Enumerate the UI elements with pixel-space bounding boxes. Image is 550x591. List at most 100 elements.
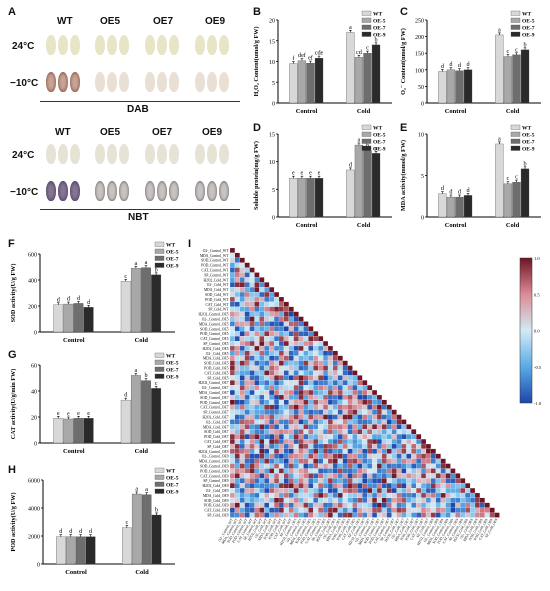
heatmap-cell bbox=[244, 282, 250, 288]
heatmap-cell bbox=[435, 453, 441, 459]
legend-label: WT bbox=[373, 126, 383, 132]
heatmap-cell bbox=[327, 380, 333, 386]
heatmap-cell bbox=[244, 468, 250, 474]
heatmap-cell bbox=[425, 453, 431, 459]
heatmap-cell bbox=[269, 453, 275, 459]
heatmap-cell bbox=[278, 453, 284, 459]
heatmap-cell bbox=[278, 512, 284, 518]
heatmap-cell bbox=[288, 399, 294, 405]
leaf-image bbox=[70, 35, 80, 55]
heatmap-cell bbox=[386, 414, 392, 420]
heatmap-cell bbox=[229, 380, 235, 386]
heatmap-cell bbox=[283, 502, 289, 508]
heatmap-cell bbox=[239, 331, 245, 337]
heatmap-cell bbox=[254, 360, 260, 366]
heatmap-cell bbox=[391, 488, 397, 494]
heatmap-cell bbox=[376, 434, 382, 440]
heatmap-cell bbox=[342, 448, 348, 454]
heatmap-cell bbox=[234, 296, 240, 302]
heatmap-row-label: O2-_Control_OE9 bbox=[202, 455, 229, 459]
heatmap-cell bbox=[274, 443, 280, 449]
heatmap-cell bbox=[274, 345, 280, 351]
heatmap-cell bbox=[386, 512, 392, 518]
heatmap-cell bbox=[362, 497, 368, 503]
heatmap-row-label: SP_Control_OE9 bbox=[203, 479, 228, 483]
heatmap-cell bbox=[337, 399, 343, 405]
heatmap-cell bbox=[411, 468, 417, 474]
heatmap-cell bbox=[313, 419, 319, 425]
heatmap-cell bbox=[234, 434, 240, 440]
heatmap-cell bbox=[229, 292, 235, 298]
heatmap-row-label: POD_Cold_OE9 bbox=[204, 504, 229, 508]
heatmap-cell bbox=[254, 429, 260, 435]
heatmap-cell bbox=[376, 399, 382, 405]
heatmap-cell bbox=[234, 336, 240, 342]
heatmap-cell bbox=[283, 439, 289, 445]
heatmap-cell bbox=[234, 502, 240, 508]
heatmap-cell bbox=[411, 439, 417, 445]
heatmap-cell bbox=[254, 292, 260, 298]
heatmap-cell bbox=[372, 483, 378, 489]
heatmap-cell bbox=[313, 390, 319, 396]
heatmap-cell bbox=[229, 341, 235, 347]
heatmap-cell bbox=[249, 404, 255, 410]
heatmap-cell bbox=[411, 497, 417, 503]
heatmap-cell bbox=[425, 468, 431, 474]
heatmap-cell bbox=[254, 336, 260, 342]
heatmap-cell bbox=[450, 492, 456, 498]
heatmap-cell bbox=[411, 434, 417, 440]
heatmap-cell bbox=[229, 424, 235, 430]
heatmap-cell bbox=[357, 424, 363, 430]
heatmap-cell bbox=[372, 453, 378, 459]
heatmap-cell bbox=[342, 385, 348, 391]
heatmap-cell bbox=[278, 301, 284, 307]
genotype-label-wt-dab: WT bbox=[57, 16, 73, 27]
heatmap-cell bbox=[288, 497, 294, 503]
heatmap-cell bbox=[416, 473, 422, 479]
heatmap-cell bbox=[337, 497, 343, 503]
heatmap-cell bbox=[303, 439, 309, 445]
heatmap-cell bbox=[244, 365, 250, 371]
heatmap-cell bbox=[381, 468, 387, 474]
heatmap-row-label: H2O2_Control_OE9 bbox=[199, 450, 229, 454]
heatmap-cell bbox=[293, 443, 299, 449]
heatmap-cell bbox=[298, 483, 304, 489]
heatmap-cell bbox=[470, 488, 476, 494]
heatmap-cell bbox=[372, 497, 378, 503]
heatmap-cell bbox=[362, 385, 368, 391]
heatmap-cell bbox=[342, 424, 348, 430]
heatmap-cell bbox=[249, 468, 255, 474]
significance-letter: d bbox=[458, 189, 462, 196]
heatmap-cell bbox=[445, 473, 451, 479]
heatmap-cell bbox=[283, 316, 289, 322]
heatmap-cell bbox=[244, 306, 250, 312]
heatmap-cell bbox=[332, 394, 338, 400]
heatmap-cell bbox=[244, 429, 250, 435]
heatmap-cell bbox=[337, 429, 343, 435]
heatmap-cell bbox=[259, 390, 265, 396]
heatmap-cell bbox=[234, 443, 240, 449]
heatmap-cell bbox=[381, 399, 387, 405]
heatmap-cell bbox=[244, 463, 250, 469]
heatmap-cell bbox=[274, 321, 280, 327]
heatmap-cell bbox=[239, 439, 245, 445]
heatmap-cell bbox=[244, 262, 250, 268]
heatmap-cell bbox=[229, 458, 235, 464]
heatmap-cell bbox=[327, 414, 333, 420]
heatmap-cell bbox=[278, 434, 284, 440]
heatmap-cell bbox=[308, 497, 314, 503]
heatmap-cell bbox=[318, 429, 324, 435]
heatmap-cell bbox=[239, 434, 245, 440]
heatmap-cell bbox=[367, 394, 373, 400]
heatmap-cell bbox=[367, 492, 373, 498]
y-axis-label: SOD activity(U/g FW) bbox=[10, 264, 17, 323]
leaf-image bbox=[95, 181, 105, 201]
y-tick-label: 10 bbox=[269, 160, 275, 166]
bar bbox=[141, 267, 151, 333]
significance-letter: d bbox=[57, 296, 61, 303]
heatmap-cell bbox=[234, 478, 240, 484]
heatmap-cell bbox=[308, 365, 314, 371]
heatmap-cell bbox=[323, 345, 329, 351]
heatmap-cell bbox=[269, 434, 275, 440]
heatmap-cell bbox=[376, 448, 382, 454]
